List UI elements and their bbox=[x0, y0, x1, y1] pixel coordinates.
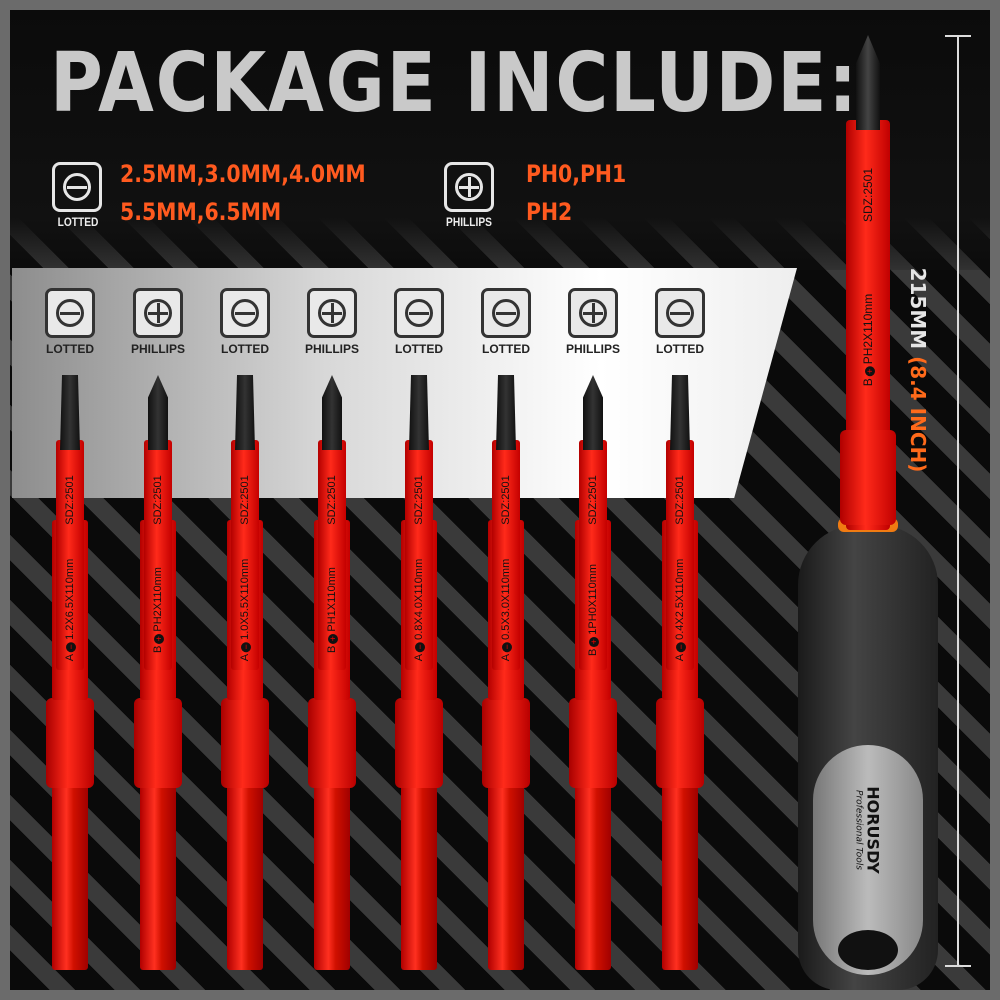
collar bbox=[221, 698, 269, 788]
dimension-cap-bottom bbox=[945, 965, 971, 967]
hex-shank bbox=[227, 785, 263, 970]
shaft bbox=[231, 440, 259, 670]
product-infographic: PACKAGE INCLUDE: LOTTED 2.5MM,3.0MM,4.0M… bbox=[10, 10, 990, 990]
bit-spec: A−0.8X4.0X110mm bbox=[413, 558, 425, 662]
bit-spec: B+PH2X110mm bbox=[152, 567, 164, 653]
big-shaft-base bbox=[840, 430, 896, 525]
slotted-icon bbox=[220, 288, 270, 338]
big-spec: B+PH2X110mm bbox=[861, 293, 875, 387]
bit-model: SDZ:2501 bbox=[500, 475, 512, 525]
collar bbox=[656, 698, 704, 788]
phillips-label: PHILLIPS bbox=[446, 215, 492, 229]
bit-type-label: PHILLIPS bbox=[130, 342, 185, 356]
hex-shank bbox=[401, 785, 437, 970]
dimension-cap-top bbox=[945, 35, 971, 37]
bit-type-label: PHILLIPS bbox=[304, 342, 359, 356]
bit-model: SDZ:2501 bbox=[587, 475, 599, 525]
slotted-icon bbox=[45, 288, 95, 338]
bit-6: LOTTED SDZ:2501 A−0.5X3.0X110mm bbox=[476, 10, 536, 990]
dimension-line bbox=[957, 35, 959, 965]
phillips-icon bbox=[133, 288, 183, 338]
slotted-sizes-1: 2.5MM,3.0MM,4.0MM bbox=[120, 160, 366, 188]
bit-model: SDZ:2501 bbox=[239, 475, 251, 525]
bit-type-label: LOTTED bbox=[482, 342, 530, 356]
brand-logo: HORUSDY Professional Tools bbox=[853, 786, 883, 874]
bit-4: PHILLIPS SDZ:2501 B+PH1X110mm bbox=[302, 10, 362, 990]
phillips-tip bbox=[322, 375, 342, 450]
bit-type-label: LOTTED bbox=[221, 342, 269, 356]
bit-model: SDZ:2501 bbox=[152, 475, 164, 525]
assembled-screwdriver: HORUSDY Professional Tools SDZ:2501 B+PH2… bbox=[798, 10, 938, 990]
bit-spec: A−0.4X2.5X110mm bbox=[674, 558, 686, 662]
bit-type-label: LOTTED bbox=[395, 342, 443, 356]
bit-spec: B+1PH0X110mm bbox=[587, 563, 599, 657]
bit-7: PHILLIPS SDZ:2501 B+1PH0X110mm bbox=[563, 10, 623, 990]
collar bbox=[46, 698, 94, 788]
slotted-icon bbox=[481, 288, 531, 338]
shaft bbox=[56, 440, 84, 670]
phillips-icon bbox=[444, 162, 494, 212]
phillips-tip bbox=[583, 375, 603, 450]
phillips-tip bbox=[148, 375, 168, 450]
hex-shank bbox=[52, 785, 88, 970]
page-title: PACKAGE INCLUDE: bbox=[50, 36, 859, 131]
slotted-sizes-2: 5.5MM,6.5MM bbox=[120, 198, 282, 226]
bit-spec: A−1.0X5.5X110mm bbox=[239, 558, 251, 662]
hex-shank bbox=[575, 785, 611, 970]
hex-shank bbox=[140, 785, 176, 970]
bit-8: LOTTED SDZ:2501 A−0.4X2.5X110mm bbox=[650, 10, 710, 990]
shaft bbox=[492, 440, 520, 670]
collar bbox=[134, 698, 182, 788]
header-background bbox=[10, 10, 990, 270]
slotted-tip bbox=[409, 375, 429, 450]
bit-model: SDZ:2501 bbox=[326, 475, 338, 525]
bit-1: LOTTED SDZ:2501 A−1.2X6.5X110mm bbox=[40, 10, 100, 990]
slotted-tip bbox=[235, 375, 255, 450]
phillips-sizes-2: PH2 bbox=[526, 198, 573, 226]
collar bbox=[569, 698, 617, 788]
slotted-icon bbox=[394, 288, 444, 338]
bit-type-label: LOTTED bbox=[46, 342, 94, 356]
bit-spec: A−0.5X3.0X110mm bbox=[500, 558, 512, 662]
slotted-icon bbox=[655, 288, 705, 338]
hex-shank bbox=[488, 785, 524, 970]
shaft bbox=[144, 440, 172, 670]
phillips-icon bbox=[307, 288, 357, 338]
phillips-tip bbox=[856, 35, 880, 130]
slotted-icon bbox=[52, 162, 102, 212]
bit-5: LOTTED SDZ:2501 A−0.8X4.0X110mm bbox=[389, 10, 449, 990]
phillips-sizes-1: PH0,PH1 bbox=[526, 160, 627, 188]
bit-type-label: PHILLIPS bbox=[565, 342, 620, 356]
bit-model: SDZ:2501 bbox=[413, 475, 425, 525]
collar bbox=[482, 698, 530, 788]
slotted-tip bbox=[496, 375, 516, 450]
collar bbox=[308, 698, 356, 788]
big-model: SDZ:2501 bbox=[861, 167, 875, 223]
slotted-label: LOTTED bbox=[57, 215, 99, 229]
dimension-label: 215MM (8.4 INCH) bbox=[906, 267, 930, 473]
bit-spec: B+PH1X110mm bbox=[326, 567, 338, 653]
shaft bbox=[405, 440, 433, 670]
bit-spec: A−1.2X6.5X110mm bbox=[64, 558, 76, 662]
hex-shank bbox=[314, 785, 350, 970]
shaft bbox=[579, 440, 607, 670]
phillips-icon bbox=[568, 288, 618, 338]
bit-3: LOTTED SDZ:2501 A−1.0X5.5X110mm bbox=[215, 10, 275, 990]
bit-model: SDZ:2501 bbox=[64, 475, 76, 525]
shaft bbox=[318, 440, 346, 670]
shaft bbox=[666, 440, 694, 670]
slotted-tip bbox=[670, 375, 690, 450]
hex-shank bbox=[662, 785, 698, 970]
collar bbox=[395, 698, 443, 788]
bit-type-label: LOTTED bbox=[656, 342, 704, 356]
bit-2: PHILLIPS SDZ:2501 B+PH2X110mm bbox=[128, 10, 188, 990]
bit-model: SDZ:2501 bbox=[674, 475, 686, 525]
hang-hole bbox=[838, 930, 898, 970]
slotted-tip bbox=[60, 375, 80, 450]
